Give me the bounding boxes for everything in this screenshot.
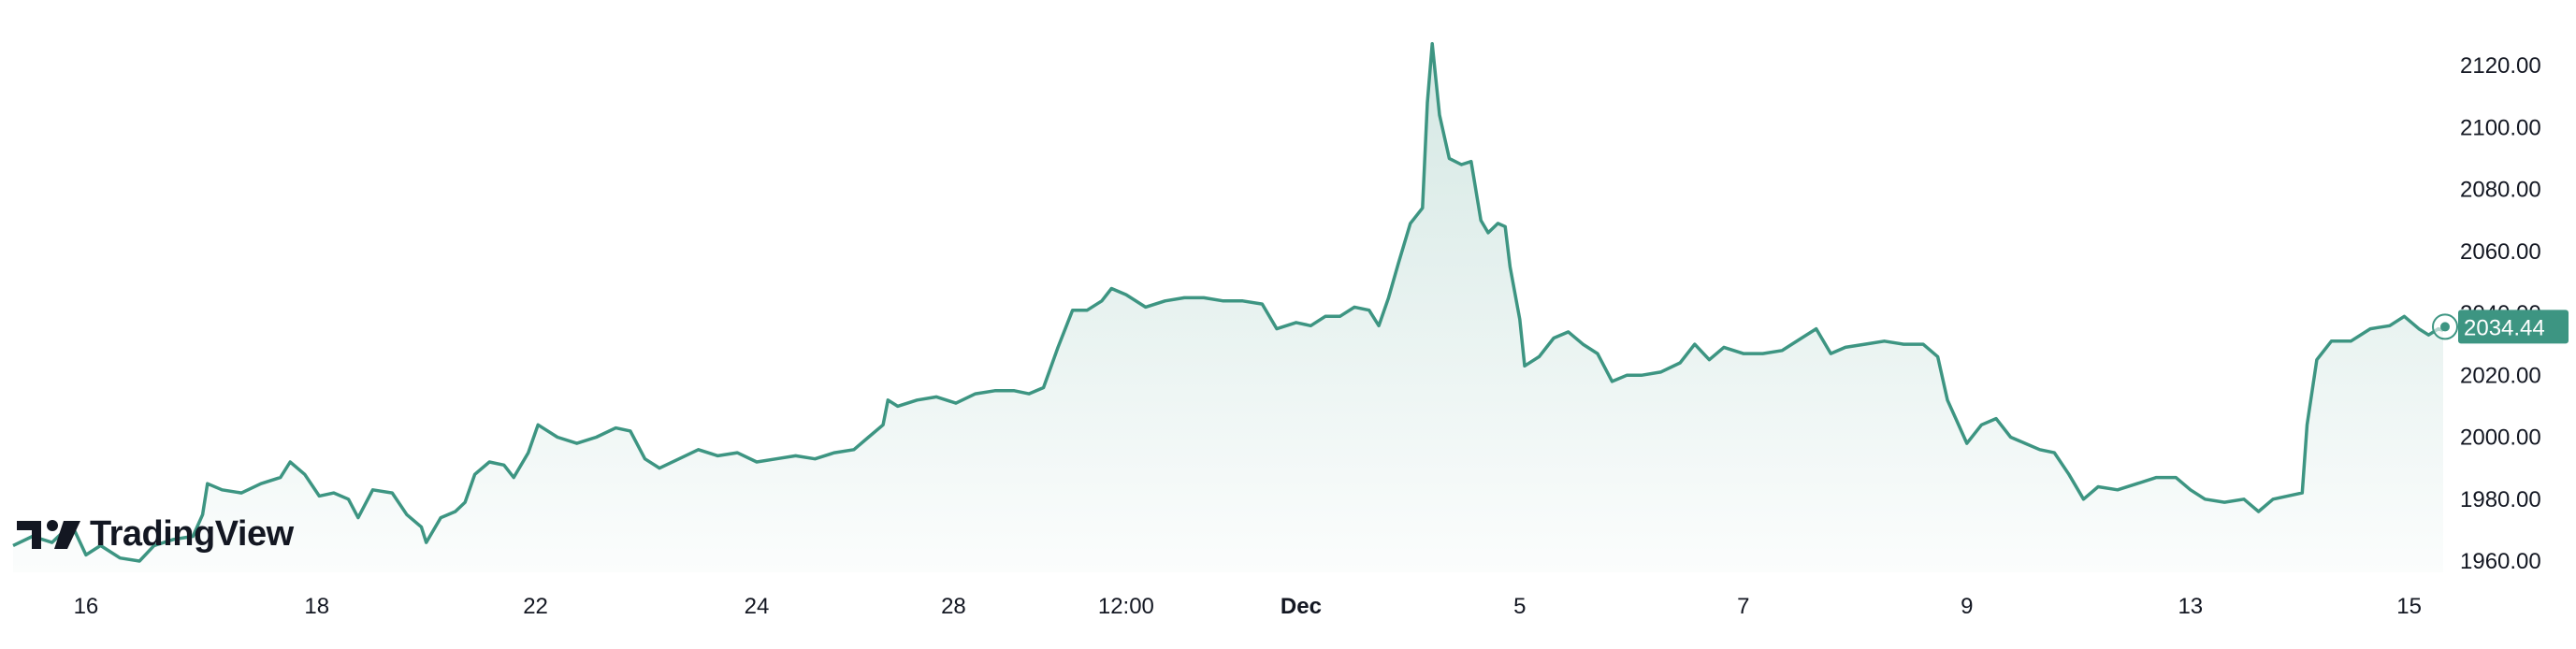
x-tick-label: 28 (941, 594, 966, 619)
y-tick-label: 1980.00 (2460, 487, 2541, 512)
y-tick-label: 2020.00 (2460, 363, 2541, 388)
price-line[interactable] (12, 42, 2444, 563)
price-area-fill (13, 43, 2443, 573)
tradingview-logo-icon (17, 519, 80, 549)
x-tick-label: 16 (74, 594, 99, 619)
y-tick-label: 2060.00 (2460, 239, 2541, 265)
x-tick-label: 9 (1961, 594, 1973, 619)
y-tick-label: 1960.00 (2460, 549, 2541, 574)
x-tick-label: 15 (2396, 594, 2422, 619)
y-tick-label: 2080.00 (2460, 178, 2541, 203)
x-tick-label: 22 (523, 594, 548, 619)
y-axis: 2120.002100.002080.002060.002040.002020.… (2460, 53, 2541, 574)
x-tick-label: Dec (1281, 594, 1322, 619)
brand-name: TradingView (90, 514, 294, 554)
last-price-dot (2440, 322, 2450, 332)
last-price-value: 2034.44 (2464, 315, 2545, 340)
y-tick-label: 2000.00 (2460, 425, 2541, 451)
x-tick-label: 5 (1513, 594, 1526, 619)
x-axis: 16 18 22 24 28 12:00 Dec 5 7 9 13 15 (74, 594, 2422, 619)
tradingview-logo[interactable]: TradingView (15, 514, 294, 555)
x-tick-label: 24 (745, 594, 770, 619)
y-tick-label: 2120.00 (2460, 53, 2541, 79)
last-price-label: 2034.44 (2458, 310, 2569, 344)
x-tick-label: 7 (1737, 594, 1749, 619)
x-tick-label: 13 (2178, 594, 2203, 619)
y-tick-label: 2100.00 (2460, 115, 2541, 140)
x-tick-label: 18 (304, 594, 329, 619)
x-tick-label: 12:00 (1098, 594, 1154, 619)
